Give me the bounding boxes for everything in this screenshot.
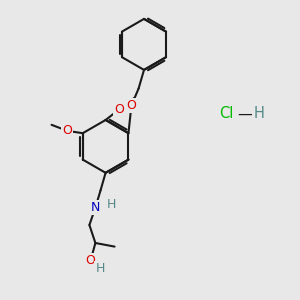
Text: O: O: [86, 254, 95, 267]
Text: H: H: [95, 262, 105, 275]
Text: Cl: Cl: [219, 106, 234, 122]
Text: —: —: [238, 106, 253, 122]
Text: O: O: [127, 99, 136, 112]
Text: H: H: [254, 106, 265, 122]
Text: N: N: [91, 201, 100, 214]
Text: H: H: [106, 198, 116, 211]
Text: O: O: [62, 124, 72, 137]
Text: O: O: [114, 103, 124, 116]
